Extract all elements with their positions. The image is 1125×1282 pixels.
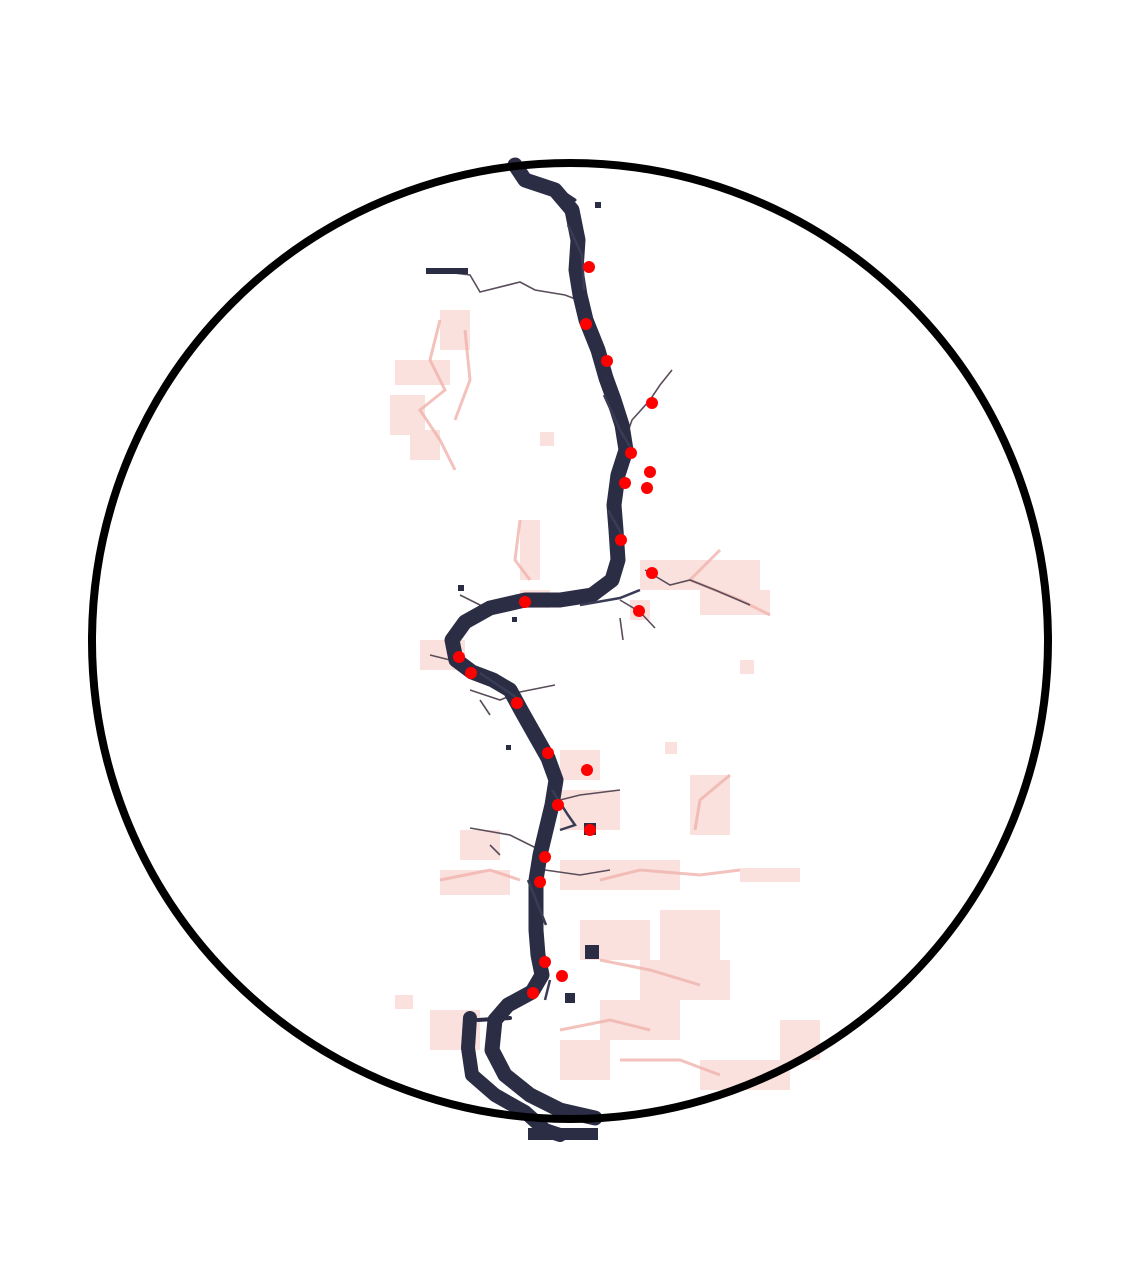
site-marker — [646, 567, 658, 579]
site-marker — [615, 534, 627, 546]
site-marker — [581, 764, 593, 776]
site-marker — [511, 697, 523, 709]
site-marker — [644, 466, 656, 478]
site-marker — [580, 318, 592, 330]
site-marker — [539, 956, 551, 968]
site-marker — [556, 970, 568, 982]
site-marker — [633, 605, 645, 617]
site-marker — [534, 876, 546, 888]
site-marker — [641, 482, 653, 494]
site-marker — [619, 477, 631, 489]
site-marker — [625, 447, 637, 459]
floodplain-extent — [390, 310, 820, 1090]
main-river — [444, 157, 634, 1142]
site-marker — [465, 667, 477, 679]
site-marker — [539, 851, 551, 863]
site-marker — [583, 261, 595, 273]
site-marker — [601, 355, 613, 367]
map-frame-circle — [88, 159, 1052, 1123]
site-marker — [453, 651, 465, 663]
site-marker — [646, 397, 658, 409]
site-marker — [584, 824, 596, 836]
site-marker — [527, 987, 539, 999]
site-markers — [453, 261, 658, 999]
site-marker — [542, 747, 554, 759]
site-marker — [519, 596, 531, 608]
site-marker — [552, 799, 564, 811]
